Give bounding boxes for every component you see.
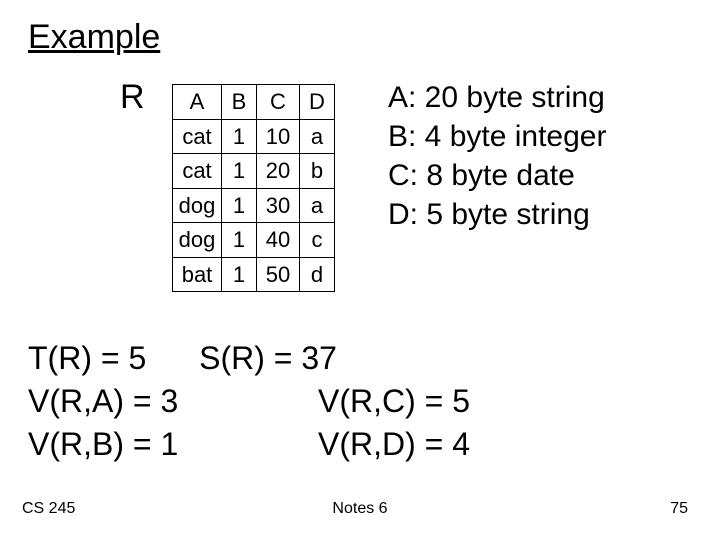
page-title: Example <box>28 18 160 57</box>
cell: 1 <box>222 257 257 292</box>
cell: d <box>300 257 335 292</box>
table-header-a: A <box>173 85 222 120</box>
cell: cat <box>173 154 222 189</box>
cell: 1 <box>222 188 257 223</box>
def-c: C: 8 byte date <box>388 156 606 195</box>
statistics-block: T(R) = 5 S(R) = 37 V(R,A) = 3 V(R,C) = 5… <box>28 340 470 463</box>
stat-vrd: V(R,D) = 4 <box>318 426 470 463</box>
def-a: A: 20 byte string <box>388 78 606 117</box>
cell: 1 <box>222 223 257 258</box>
footer-center: Notes 6 <box>0 500 720 518</box>
cell: 50 <box>257 257 300 292</box>
cell: 1 <box>222 154 257 189</box>
cell: cat <box>173 119 222 154</box>
cell: 30 <box>257 188 300 223</box>
stats-row-1: T(R) = 5 S(R) = 37 <box>28 340 470 377</box>
cell: c <box>300 223 335 258</box>
cell: 1 <box>222 119 257 154</box>
stat-sr: S(R) = 37 <box>199 340 337 377</box>
cell: b <box>300 154 335 189</box>
table-header-d: D <box>300 85 335 120</box>
table-row: dog 1 40 c <box>173 223 335 258</box>
table-row: cat 1 20 b <box>173 154 335 189</box>
table-row: cat 1 10 a <box>173 119 335 154</box>
stat-vrc: V(R,C) = 5 <box>318 383 470 420</box>
def-d: D: 5 byte string <box>388 195 606 234</box>
stat-tr: T(R) = 5 <box>28 340 146 376</box>
table-row: bat 1 50 d <box>173 257 335 292</box>
table-header-c: C <box>257 85 300 120</box>
cell: 10 <box>257 119 300 154</box>
cell: dog <box>173 223 222 258</box>
table-row: A B C D <box>173 85 335 120</box>
slide: Example R A B C D cat 1 10 a cat 1 20 b <box>0 0 720 540</box>
footer-right: 75 <box>670 500 688 518</box>
cell: a <box>300 188 335 223</box>
table: A B C D cat 1 10 a cat 1 20 b dog 1 30 <box>172 84 335 292</box>
cell: 40 <box>257 223 300 258</box>
cell: 20 <box>257 154 300 189</box>
cell: dog <box>173 188 222 223</box>
relation-label: R <box>120 78 145 117</box>
def-b: B: 4 byte integer <box>388 117 606 156</box>
stat-vra: V(R,A) = 3 <box>28 383 298 420</box>
relation-table: A B C D cat 1 10 a cat 1 20 b dog 1 30 <box>172 84 335 292</box>
table-row: dog 1 30 a <box>173 188 335 223</box>
column-definitions: A: 20 byte string B: 4 byte integer C: 8… <box>388 78 606 234</box>
cell: bat <box>173 257 222 292</box>
table-header-b: B <box>222 85 257 120</box>
cell: a <box>300 119 335 154</box>
stat-vrb: V(R,B) = 1 <box>28 426 298 463</box>
